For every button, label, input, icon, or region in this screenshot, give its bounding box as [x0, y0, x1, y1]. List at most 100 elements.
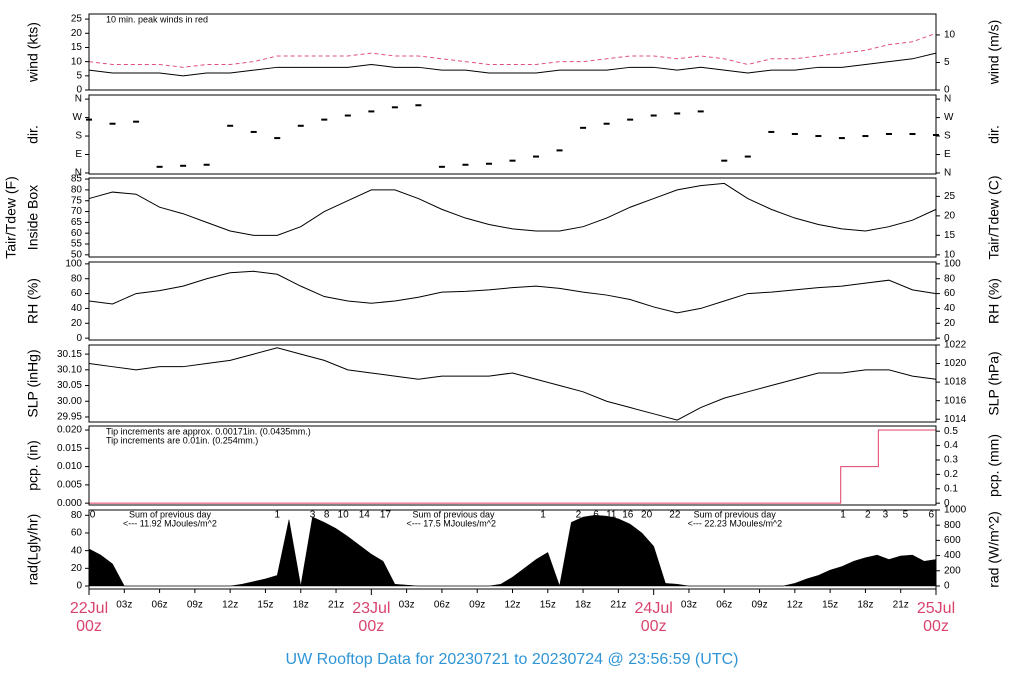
series-line [88, 270, 937, 314]
hour-label: 20 [641, 510, 653, 521]
annotation: Tip increments are 0.01in. (0.254mm.) [106, 435, 258, 445]
y2-tick-label: W [944, 112, 954, 123]
direction-point [509, 159, 516, 162]
x-tick-label: 06z [434, 600, 450, 611]
x-tick-label: 18z [293, 600, 309, 611]
direction-point [838, 137, 845, 140]
direction-point [274, 137, 281, 140]
x-tick-label: 15z [540, 600, 556, 611]
direction-point [250, 130, 257, 133]
series-line [88, 32, 937, 68]
y-axis-label: Inside Box [25, 185, 41, 250]
hour-label: 1 [840, 510, 846, 521]
x-tick-label: 09z [187, 600, 203, 611]
x-tick-label: 03z [681, 600, 697, 611]
y-tick-label: 5 [76, 70, 82, 81]
y-axis-label: pcp. (in) [25, 440, 41, 491]
x-tick-label: 03z [116, 600, 132, 611]
y-tick-label: 0 [76, 333, 82, 344]
daily-sum-value: <--- 11.92 MJoules/m^2 [123, 518, 217, 528]
y2-tick-label: 0 [944, 85, 950, 96]
direction-point [580, 126, 587, 129]
hour-label: 8 [324, 510, 330, 521]
y2-tick-label: 1016 [944, 395, 967, 406]
direction-point [815, 135, 822, 138]
y-tick-label: 20 [71, 28, 83, 39]
panel-frame [88, 261, 937, 341]
y2-axis-label: wind (m/s) [986, 20, 1002, 86]
y2-tick-label: 600 [944, 535, 961, 546]
y2-tick-label: E [944, 149, 951, 160]
y-tick-label: W [73, 112, 83, 123]
radiation-area [88, 515, 937, 587]
date-hour-label: 00z [76, 618, 102, 635]
y-axis-label: RH (%) [25, 278, 41, 324]
y-tick-label: 55 [71, 239, 83, 250]
y-tick-label: 0.010 [57, 461, 82, 472]
y-tick-label: 0.020 [57, 425, 82, 436]
hour-label: 16 [622, 510, 634, 521]
direction-point [697, 110, 704, 113]
direction-point [791, 132, 798, 135]
y-tick-label: S [75, 131, 82, 142]
date-label: 22Jul [70, 600, 108, 617]
y2-tick-label: 10 [944, 30, 956, 41]
annotation: 10 min. peak winds in red [106, 14, 208, 24]
y-tick-label: 0.005 [57, 480, 82, 491]
y2-tick-label: 5 [944, 57, 950, 68]
direction-point [768, 130, 775, 133]
y2-axis-label: Tair/Tdew (C) [986, 175, 1002, 259]
direction-point [721, 159, 728, 162]
x-tick-label: 15z [257, 600, 273, 611]
y2-tick-label: 0.1 [944, 483, 958, 494]
y2-tick-label: 15 [944, 230, 956, 241]
y-tick-label: 30.15 [57, 349, 82, 360]
hour-label: 1 [540, 510, 546, 521]
direction-point [297, 124, 304, 127]
y-tick-label: 80 [71, 185, 83, 196]
y-tick-label: N [75, 168, 82, 179]
direction-point [462, 163, 469, 166]
x-tick-label: 15z [822, 600, 838, 611]
y2-tick-label: 0.2 [944, 469, 958, 480]
y2-tick-label: 1022 [944, 340, 967, 351]
direction-point [203, 163, 210, 166]
y-tick-label: 10 [71, 56, 83, 67]
daily-sum-heading: Sum of previous day [413, 509, 496, 519]
y2-tick-label: 1014 [944, 414, 967, 425]
x-tick-label: 06z [716, 600, 732, 611]
hour-label: 14 [359, 510, 371, 521]
direction-point [391, 106, 398, 109]
y2-tick-label: 10 [944, 249, 956, 260]
direction-point [156, 165, 163, 168]
y2-tick-label: 80 [944, 273, 956, 284]
hour-label: 2 [865, 510, 871, 521]
y2-tick-label: 20 [944, 211, 956, 222]
direction-point [415, 104, 422, 107]
panel-frame [88, 13, 937, 91]
y2-tick-label: 200 [944, 565, 961, 576]
hour-label: 6 [929, 510, 935, 521]
hour-label: 11 [606, 510, 617, 521]
y-axis-label: wind (kts) [25, 22, 41, 83]
y-tick-label: 70 [71, 206, 83, 217]
hour-label: 10 [338, 510, 350, 521]
y2-tick-label: 1018 [944, 377, 967, 388]
x-tick-label: 06z [152, 600, 168, 611]
y-tick-label: 30.10 [57, 364, 82, 375]
y-tick-label: 50 [71, 249, 83, 260]
hour-label: 6 [593, 510, 599, 521]
y-tick-label: 20 [71, 563, 83, 574]
daily-sum-value: <--- 22.23 MJoules/m^2 [688, 518, 783, 528]
y2-tick-label: 20 [944, 318, 956, 329]
y2-tick-label: 0.4 [944, 440, 958, 451]
hour-label: 0 [90, 510, 96, 521]
hour-label: 5 [903, 510, 909, 521]
date-label: 23Jul [352, 600, 390, 617]
direction-point [744, 155, 751, 158]
y2-tick-label: 25 [944, 191, 956, 202]
y-tick-label: 30.00 [57, 396, 82, 407]
y2-tick-label: N [944, 168, 951, 179]
page-title: UW Rooftop Data for 20230721 to 20230724… [286, 651, 739, 668]
daily-sum-value: <--- 17.5 MJoules/m^2 [407, 518, 497, 528]
